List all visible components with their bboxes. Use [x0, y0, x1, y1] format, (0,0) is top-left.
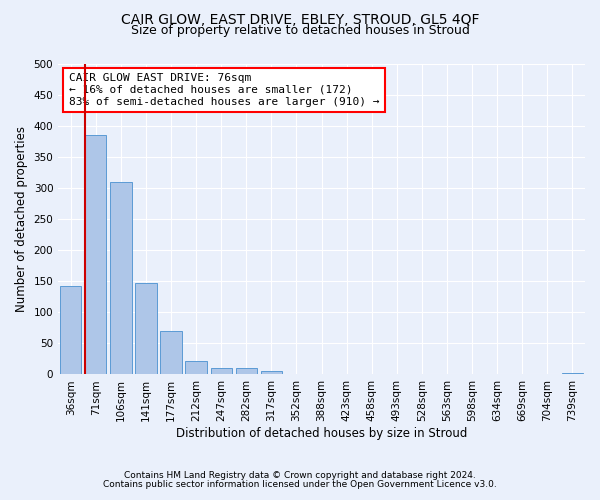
- Text: Contains HM Land Registry data © Crown copyright and database right 2024.: Contains HM Land Registry data © Crown c…: [124, 471, 476, 480]
- Bar: [160, 331, 182, 374]
- Bar: [261, 372, 282, 374]
- Text: Contains public sector information licensed under the Open Government Licence v3: Contains public sector information licen…: [103, 480, 497, 489]
- Bar: [60, 286, 82, 374]
- Bar: [136, 283, 157, 374]
- Y-axis label: Number of detached properties: Number of detached properties: [15, 126, 28, 312]
- Bar: [562, 372, 583, 374]
- Text: Size of property relative to detached houses in Stroud: Size of property relative to detached ho…: [131, 24, 469, 37]
- Text: CAIR GLOW, EAST DRIVE, EBLEY, STROUD, GL5 4QF: CAIR GLOW, EAST DRIVE, EBLEY, STROUD, GL…: [121, 12, 479, 26]
- X-axis label: Distribution of detached houses by size in Stroud: Distribution of detached houses by size …: [176, 427, 467, 440]
- Bar: [236, 368, 257, 374]
- Text: CAIR GLOW EAST DRIVE: 76sqm
← 16% of detached houses are smaller (172)
83% of se: CAIR GLOW EAST DRIVE: 76sqm ← 16% of det…: [69, 74, 379, 106]
- Bar: [211, 368, 232, 374]
- Bar: [185, 361, 207, 374]
- Bar: [110, 182, 131, 374]
- Bar: [85, 136, 106, 374]
